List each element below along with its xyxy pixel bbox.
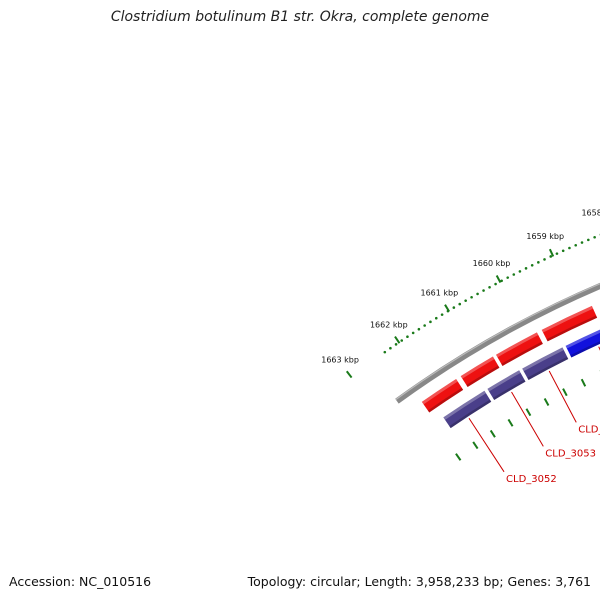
scale-dot bbox=[470, 295, 473, 299]
inner-scale-tick bbox=[507, 418, 514, 427]
scale-dot bbox=[524, 267, 528, 270]
forward-gene bbox=[541, 305, 598, 342]
inner-scale-tick bbox=[580, 378, 587, 387]
kbp-tick-label: 1662 kbp bbox=[370, 321, 408, 330]
scale-dot bbox=[488, 285, 491, 289]
scale-dot bbox=[440, 313, 444, 316]
inner-scale-tick bbox=[455, 453, 462, 461]
gene-leader-line bbox=[468, 418, 505, 473]
scale-dot bbox=[512, 273, 516, 276]
scale-dot bbox=[555, 252, 559, 255]
scale-dot bbox=[593, 235, 596, 239]
scale-dot bbox=[537, 261, 540, 264]
scale-dot bbox=[543, 258, 546, 261]
kbp-tick bbox=[444, 304, 450, 313]
reverse-gene bbox=[522, 347, 569, 380]
kbp-tick bbox=[394, 336, 401, 344]
inner-scale-tick bbox=[472, 441, 479, 450]
inner-scale-tick bbox=[562, 388, 568, 397]
backbone-highlight bbox=[395, 283, 600, 401]
gene-leader-line bbox=[548, 370, 577, 423]
reverse-gene bbox=[565, 329, 600, 358]
scale-dot bbox=[417, 327, 421, 331]
kbp-tick-label: 1659 kbp bbox=[526, 232, 564, 241]
inner-scale-tick bbox=[543, 398, 550, 406]
kbp-tick-label: 1663 kbp bbox=[321, 355, 359, 364]
gene-track bbox=[421, 305, 600, 429]
forward-gene bbox=[421, 378, 464, 413]
scale-dot bbox=[389, 346, 392, 350]
scale-dot bbox=[423, 324, 426, 327]
genome-backbone bbox=[395, 282, 600, 404]
map-title: Clostridium botulinum B1 str. Okra, comp… bbox=[110, 9, 490, 25]
scale-dot bbox=[500, 279, 503, 283]
scale-ring: 1654 kbp1655 kbp1656 kbp1657 kbp1658 kbp… bbox=[321, 209, 600, 461]
scale-dot bbox=[568, 246, 571, 250]
scale-dot bbox=[429, 320, 432, 324]
genome-summary: Topology: circular; Length: 3,958,233 bp… bbox=[247, 574, 591, 589]
gene-label: CLD_3052 bbox=[506, 474, 557, 485]
scale-dot bbox=[587, 238, 590, 242]
scale-dot bbox=[549, 255, 553, 258]
forward-gene bbox=[460, 356, 500, 388]
scale-dot bbox=[482, 289, 485, 292]
scale-dot bbox=[406, 335, 409, 338]
kbp-tick bbox=[345, 370, 353, 379]
gene-leader-line bbox=[511, 391, 544, 447]
reverse-gene bbox=[443, 390, 492, 429]
scale-dot bbox=[506, 276, 510, 279]
reverse-gene bbox=[487, 370, 526, 400]
accession-label: Accession: NC_010516 bbox=[9, 574, 152, 589]
gene-label: CLD_3054 bbox=[578, 424, 600, 435]
scale-dot bbox=[530, 264, 534, 267]
kbp-tick-label: 1660 kbp bbox=[473, 259, 511, 268]
inner-scale-tick bbox=[489, 429, 496, 438]
gene-label: CLD_3053 bbox=[545, 448, 596, 459]
scale-dot bbox=[580, 241, 584, 244]
kbp-tick-label: 1661 kbp bbox=[420, 288, 458, 297]
backbone-band bbox=[395, 282, 600, 404]
scale-dot bbox=[394, 343, 398, 346]
kbp-tick bbox=[548, 248, 555, 257]
inner-scale-tick bbox=[525, 408, 532, 417]
scale-dot bbox=[383, 350, 387, 354]
gene-labels: CLD_3059CLD_3058mtbCCLD_3056CLD_3055CLD_… bbox=[468, 346, 600, 485]
kbp-tick-label: 1658 kbp bbox=[581, 209, 600, 218]
forward-gene bbox=[496, 332, 543, 366]
scale-dot bbox=[476, 292, 479, 296]
kbp-tick bbox=[495, 275, 502, 284]
scale-dot bbox=[452, 306, 456, 309]
scale-dot bbox=[464, 299, 467, 302]
scale-dot bbox=[518, 270, 522, 273]
scale-dot bbox=[494, 282, 497, 286]
scale-dot bbox=[458, 302, 462, 306]
scale-dot bbox=[411, 331, 415, 335]
scale-dot bbox=[561, 249, 565, 253]
scale-dot bbox=[400, 339, 404, 342]
scale-dot bbox=[434, 316, 438, 320]
scale-dot bbox=[574, 243, 578, 247]
